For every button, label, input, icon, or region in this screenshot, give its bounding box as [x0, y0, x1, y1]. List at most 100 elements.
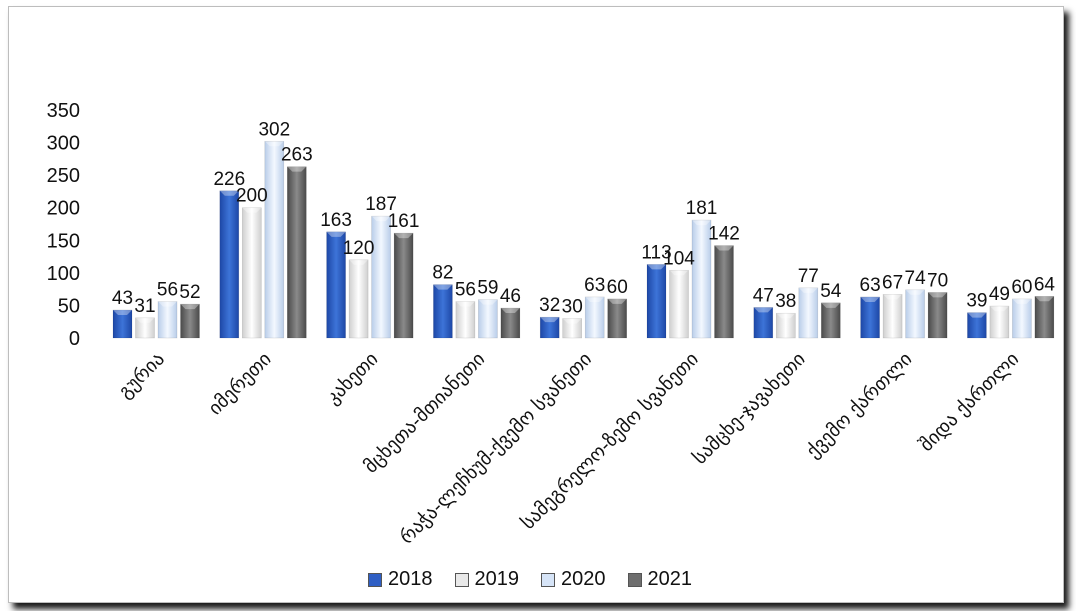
bar-2018 [967, 312, 987, 339]
bar-cap [158, 301, 177, 307]
x-category-label: რაჭა-ლეჩხუმ-ქვემო სვანეთი [396, 348, 597, 549]
bar-cap [607, 298, 627, 304]
bar-2019 [775, 312, 796, 339]
legend-swatch [368, 572, 382, 587]
bar-cap [113, 309, 132, 315]
data-label: 120 [343, 238, 375, 259]
legend: 2018 2019 2020 2021 [0, 568, 1060, 591]
y-tick-label: 350 [47, 100, 80, 122]
x-category-label: გურია [114, 348, 169, 403]
y-axis: 0 50 100 150 200 250 300 350 [47, 100, 80, 350]
data-label: 38 [775, 291, 796, 312]
bar-2018 [753, 307, 774, 339]
bar-cap [753, 307, 773, 313]
bar-2019 [455, 301, 476, 339]
bar-cap [326, 231, 346, 237]
bar-2020 [371, 215, 391, 339]
data-label: 142 [708, 223, 740, 244]
bar-2020 [905, 289, 925, 339]
bar-2020 [584, 296, 605, 339]
data-label: 32 [539, 295, 560, 316]
bar-cap [798, 287, 818, 293]
data-label: 54 [820, 281, 842, 302]
legend-item-2021: 2021 [627, 568, 693, 591]
data-label: 63 [584, 275, 605, 296]
x-category-label: იმერეთი [204, 348, 276, 420]
data-label: 67 [882, 272, 903, 293]
bar-cap [500, 308, 520, 314]
y-tick-label: 150 [47, 230, 80, 252]
legend-label: 2020 [561, 568, 606, 590]
bar-2021 [1034, 296, 1055, 339]
bar-cap [967, 312, 987, 318]
bar-2018 [112, 309, 133, 339]
data-label: 263 [281, 145, 313, 166]
bar-2021 [927, 292, 948, 339]
bar-2021 [500, 307, 521, 339]
bar-2019 [562, 318, 583, 339]
bar-cap [647, 264, 666, 270]
bar-cap [860, 296, 880, 302]
bar-2019 [242, 207, 262, 339]
bars [112, 140, 1055, 339]
data-label: 200 [236, 186, 268, 207]
legend-item-2019: 2019 [454, 568, 520, 591]
legend-swatch [541, 572, 555, 587]
bar-cap [883, 294, 903, 300]
bar-cap [905, 289, 925, 295]
data-label: 59 [477, 278, 498, 299]
bar-cap [180, 304, 200, 310]
bar-2021 [607, 298, 628, 339]
bar-2019 [882, 294, 903, 339]
y-tick-label: 200 [47, 198, 80, 220]
bar-cap [692, 220, 711, 226]
bar-cap [478, 299, 498, 305]
data-label: 82 [432, 263, 453, 284]
y-tick-label: 100 [47, 263, 80, 285]
data-label: 56 [157, 280, 178, 301]
data-label: 60 [607, 277, 628, 298]
data-label: 31 [134, 296, 155, 317]
bar-2021 [286, 166, 307, 339]
data-label: 63 [860, 275, 881, 296]
data-label: 39 [966, 291, 987, 312]
bar-cap [585, 296, 605, 302]
bar-cap [242, 207, 262, 213]
bar-2020 [478, 299, 498, 339]
bar-cap [928, 292, 948, 298]
bar-2020 [1012, 298, 1032, 339]
bar-2019 [989, 305, 1010, 339]
bar-cap [287, 166, 307, 172]
data-label: 49 [989, 284, 1010, 305]
bar-cap [562, 318, 582, 324]
bar-cap [776, 313, 796, 319]
legend-label: 2018 [388, 568, 433, 590]
bar-2021 [820, 302, 841, 339]
bar-cap [264, 141, 284, 147]
bar-cap [219, 190, 239, 196]
legend-swatch [454, 572, 469, 587]
data-label: 30 [562, 296, 583, 317]
bar-2018 [539, 316, 560, 339]
bar-cap [1012, 298, 1032, 304]
bar-2018 [646, 264, 667, 339]
data-label: 113 [641, 242, 671, 263]
x-category-label: სამცხე-ჯავახეთი [689, 348, 810, 469]
data-label: 52 [179, 282, 200, 303]
bar-2021 [180, 303, 200, 339]
bar-cap [540, 317, 560, 323]
data-label: 64 [1034, 274, 1056, 295]
y-tick-label: 300 [47, 133, 80, 155]
data-label: 161 [388, 211, 420, 232]
data-label: 70 [927, 270, 948, 291]
data-label: 226 [213, 169, 245, 190]
bar-2019 [669, 269, 689, 339]
bar-2018 [860, 296, 880, 339]
legend-item-2020: 2020 [541, 568, 606, 591]
bar-2018 [433, 284, 453, 339]
x-axis: გურია იმერეთი კახეთიმცხეთა-მთიანეთირაჭა-ლე… [114, 348, 1023, 549]
legend-label: 2019 [474, 568, 520, 590]
legend-label: 2021 [647, 568, 693, 590]
data-label: 47 [753, 285, 774, 306]
